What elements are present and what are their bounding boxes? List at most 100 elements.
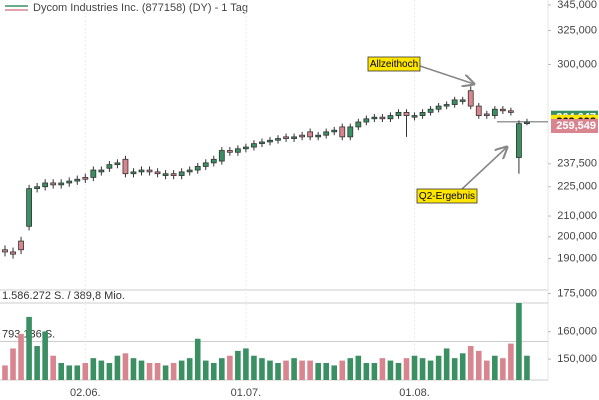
- volume-bar: [66, 365, 73, 380]
- volume-bar: [395, 363, 402, 380]
- candle-body: [299, 134, 306, 138]
- volume-bar: [235, 350, 241, 380]
- volume-bar: [210, 363, 217, 380]
- volume-bar: [492, 355, 498, 380]
- volume-bar: [516, 303, 522, 380]
- candle-body: [74, 178, 81, 182]
- candle-body: [162, 173, 169, 176]
- candle-body: [234, 148, 241, 153]
- candle-body: [242, 146, 249, 150]
- price-label: 259,549: [556, 120, 596, 132]
- candle-body: [114, 162, 121, 166]
- volume-bar: [339, 360, 346, 380]
- candle-body: [186, 169, 193, 173]
- volume-bar: [154, 363, 161, 380]
- x-tick-label: 01.07.: [231, 387, 262, 399]
- volume-label: 1.586.272 S. / 389,8 Mio.: [2, 290, 125, 302]
- x-tick-label: 02.06.: [70, 387, 101, 399]
- candle-body: [427, 108, 434, 113]
- candle-body: [26, 188, 32, 227]
- annotation-box: [367, 56, 421, 72]
- volume-bar: [138, 360, 145, 380]
- y-tick-label: 160,000: [557, 326, 597, 338]
- candle-body: [371, 116, 378, 120]
- volume-bar: [170, 363, 177, 380]
- candle-body: [202, 162, 209, 167]
- y-tick-label: 345,000: [557, 0, 597, 11]
- volume-bar: [2, 365, 8, 380]
- volume-bar: [50, 355, 56, 380]
- volume-bar: [524, 355, 530, 380]
- volume-bar: [427, 360, 434, 380]
- volume-bar: [74, 365, 81, 380]
- candle-body: [138, 169, 145, 173]
- candle-body: [106, 164, 113, 169]
- volume-bar: [355, 355, 362, 380]
- volume-bar: [18, 333, 24, 380]
- volume-bar: [267, 360, 273, 380]
- volume-bar: [122, 353, 129, 380]
- annotation-text: Allzeithoch: [370, 59, 418, 70]
- volume-bar: [58, 363, 65, 380]
- candle-body: [18, 240, 24, 251]
- volume-bar: [459, 353, 466, 380]
- volume-bar: [387, 360, 394, 380]
- candle-body: [90, 169, 97, 178]
- candle-body: [307, 131, 314, 138]
- y-tick-label: 325,000: [557, 24, 597, 36]
- candle-body: [218, 150, 225, 162]
- volume-bar: [42, 331, 48, 380]
- volume-bar: [227, 355, 233, 380]
- annotation-arrow: [461, 147, 507, 190]
- volume-bar: [219, 358, 225, 380]
- volume-bar: [130, 358, 137, 380]
- volume-bar: [275, 363, 281, 380]
- volume-bar: [315, 363, 321, 380]
- candle-body: [467, 90, 474, 107]
- candle-body: [363, 118, 370, 123]
- volume-bar: [451, 358, 458, 380]
- volume-bar: [467, 346, 474, 380]
- candle-body: [42, 182, 49, 188]
- candle-body: [251, 143, 257, 148]
- volume-bar: [162, 365, 169, 380]
- volume-bar: [323, 363, 329, 380]
- volume-bar: [90, 358, 97, 380]
- candle-body: [347, 126, 354, 138]
- candle-body: [2, 249, 8, 253]
- volume-bar: [299, 360, 305, 380]
- volume-bar: [98, 360, 105, 380]
- candle-body: [98, 169, 105, 173]
- candle-body: [170, 173, 177, 176]
- volume-bar: [251, 355, 257, 380]
- volume-bar: [202, 360, 209, 380]
- candle-body: [395, 111, 402, 116]
- volume-bar: [114, 355, 121, 380]
- candle-body: [154, 171, 161, 175]
- legend-label: Dycom Industries Inc. (877158) (DY) - 1 …: [33, 2, 248, 14]
- candle-body: [259, 141, 265, 145]
- candle-body: [226, 150, 233, 153]
- candle-body: [267, 139, 273, 143]
- volume-bar: [194, 338, 201, 380]
- candle-body: [275, 138, 281, 141]
- candle-body: [10, 251, 16, 255]
- volume-bar: [34, 346, 40, 380]
- volume-bar: [331, 365, 338, 380]
- volume-bar: [508, 343, 514, 380]
- volume-bar: [243, 348, 249, 380]
- y-tick-label: 150,000: [557, 353, 597, 365]
- candle-body: [122, 158, 129, 175]
- candle-body: [194, 166, 201, 171]
- annotation-arrow: [419, 65, 474, 84]
- volume-bar: [307, 360, 313, 380]
- x-tick-label: 01.08.: [399, 387, 430, 399]
- candle-body: [58, 182, 65, 186]
- volume-bar: [435, 355, 442, 380]
- y-tick-label: 175,000: [557, 287, 597, 299]
- volume-bar: [475, 350, 482, 380]
- candle-body: [66, 180, 73, 184]
- y-tick-label: 210,000: [557, 210, 597, 222]
- candle-body: [339, 126, 346, 138]
